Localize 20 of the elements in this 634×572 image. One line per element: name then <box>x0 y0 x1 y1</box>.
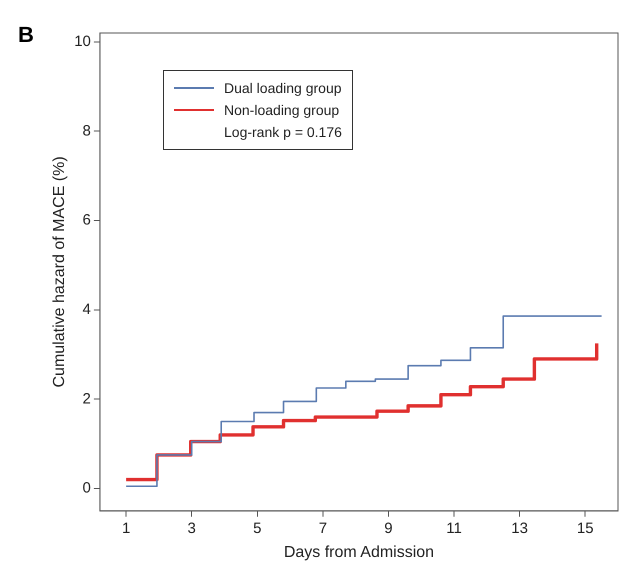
y-tick-label: 10 <box>74 33 91 50</box>
y-tick-label: 6 <box>82 212 91 229</box>
x-tick-label: 7 <box>318 520 328 537</box>
y-tick-label: 8 <box>82 122 91 140</box>
y-axis-title: Cumulative hazard of MACE (%) <box>51 156 68 388</box>
x-tick-label: 1 <box>122 520 130 537</box>
x-tick-label: 11 <box>446 520 462 537</box>
x-tick-label: 5 <box>253 520 262 537</box>
x-tick-label: 15 <box>576 520 594 537</box>
annotation: Log-rank p = 0.176 <box>223 123 342 142</box>
text: B <box>18 22 34 48</box>
legend-label: Non-loading group <box>224 101 340 120</box>
x-axis-title: Days from Admission <box>284 544 434 561</box>
x-tick-label: 9 <box>384 520 393 537</box>
x-tick-label: 3 <box>188 520 196 537</box>
y-tick-label: 2 <box>82 390 91 408</box>
y-tick-label: 4 <box>82 300 91 318</box>
y-tick-label: 0 <box>82 480 91 497</box>
legend-label: Dual loading group <box>224 79 342 98</box>
x-tick-label: 13 <box>511 520 528 537</box>
